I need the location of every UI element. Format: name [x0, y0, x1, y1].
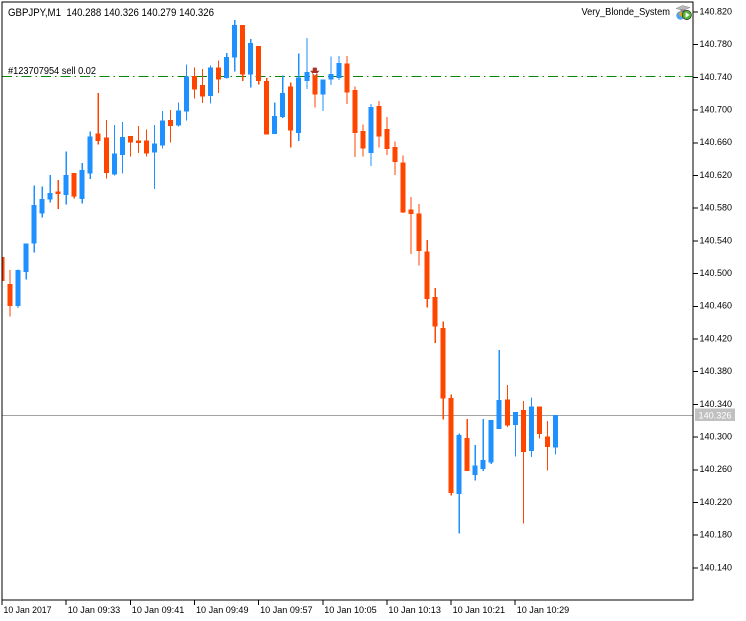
svg-text:140.500: 140.500 [700, 268, 733, 279]
svg-text:140.380: 140.380 [700, 366, 733, 377]
svg-text:140.340: 140.340 [700, 399, 733, 410]
svg-text:10 Jan 09:57: 10 Jan 09:57 [260, 605, 313, 616]
svg-text:140.660: 140.660 [700, 137, 733, 148]
svg-text:10 Jan 09:41: 10 Jan 09:41 [132, 605, 185, 616]
svg-text:140.420: 140.420 [700, 333, 733, 344]
svg-text:140.460: 140.460 [700, 301, 733, 312]
svg-text:140.700: 140.700 [700, 105, 733, 116]
svg-text:10 Jan 10:05: 10 Jan 10:05 [324, 605, 377, 616]
svg-text:10 Jan 2017: 10 Jan 2017 [4, 605, 52, 616]
svg-text:140.260: 140.260 [700, 464, 733, 475]
svg-text:10 Jan 09:33: 10 Jan 09:33 [68, 605, 121, 616]
svg-text:140.300: 140.300 [700, 432, 733, 443]
svg-text:140.740: 140.740 [700, 72, 733, 83]
svg-text:140.140: 140.140 [700, 562, 733, 573]
svg-text:10 Jan 10:13: 10 Jan 10:13 [388, 605, 441, 616]
svg-text:140.540: 140.540 [700, 235, 733, 246]
svg-text:140.326: 140.326 [699, 411, 732, 422]
svg-text:140.220: 140.220 [700, 497, 733, 508]
svg-text:Very_Blonde_System: Very_Blonde_System [582, 7, 671, 18]
svg-text:GBPJPY,M1 140.288 140.326 140: GBPJPY,M1 140.288 140.326 140.279 140.32… [8, 7, 214, 19]
svg-text:140.180: 140.180 [700, 530, 733, 541]
svg-text:140.780: 140.780 [700, 39, 733, 50]
svg-text:#123707954 sell 0.02: #123707954 sell 0.02 [8, 66, 96, 77]
svg-text:10 Jan 10:29: 10 Jan 10:29 [517, 605, 570, 616]
svg-text:140.580: 140.580 [700, 203, 733, 214]
svg-text:140.620: 140.620 [700, 170, 733, 181]
svg-text:10 Jan 09:49: 10 Jan 09:49 [196, 605, 249, 616]
svg-text:140.820: 140.820 [700, 6, 733, 17]
svg-text:10 Jan 10:21: 10 Jan 10:21 [453, 605, 506, 616]
